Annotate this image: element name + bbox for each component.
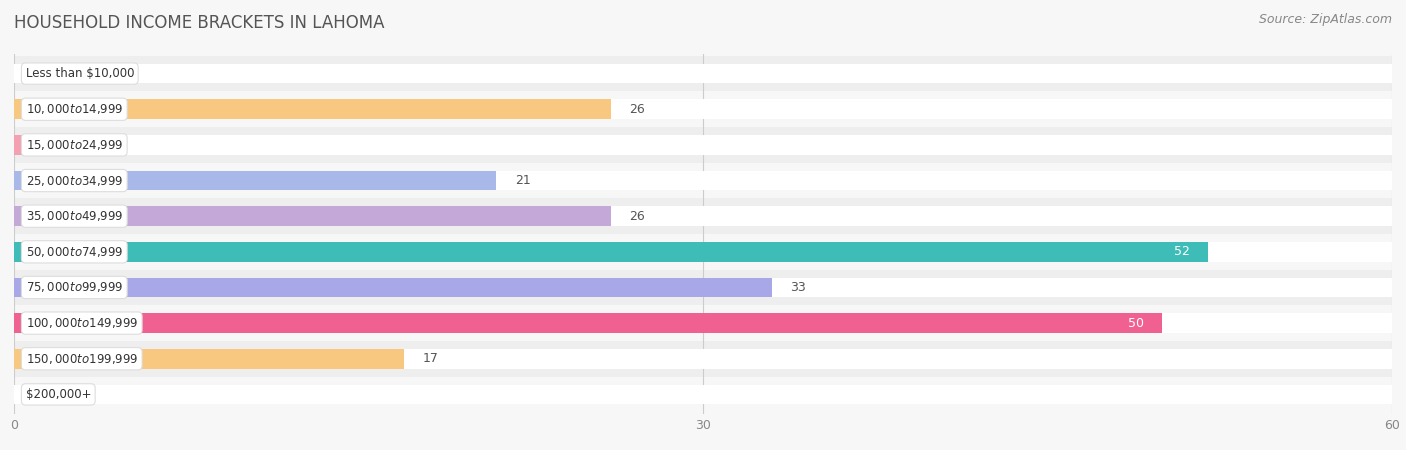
Text: $15,000 to $24,999: $15,000 to $24,999 — [25, 138, 122, 152]
Bar — [14, 313, 1163, 333]
Text: 0: 0 — [32, 388, 41, 401]
Text: 21: 21 — [515, 174, 530, 187]
Bar — [14, 385, 1392, 404]
Bar — [14, 207, 612, 226]
Text: $25,000 to $34,999: $25,000 to $34,999 — [25, 174, 122, 188]
Text: $75,000 to $99,999: $75,000 to $99,999 — [25, 280, 122, 294]
Text: 26: 26 — [630, 103, 645, 116]
Text: 52: 52 — [1174, 245, 1189, 258]
Bar — [14, 349, 405, 369]
Bar — [14, 242, 1208, 261]
Bar — [0, 234, 1406, 270]
Bar — [0, 56, 1406, 91]
Text: $100,000 to $149,999: $100,000 to $149,999 — [25, 316, 138, 330]
Text: $200,000+: $200,000+ — [25, 388, 91, 401]
Bar — [14, 207, 1392, 226]
Text: 1: 1 — [55, 139, 63, 151]
Text: HOUSEHOLD INCOME BRACKETS IN LAHOMA: HOUSEHOLD INCOME BRACKETS IN LAHOMA — [14, 14, 385, 32]
Text: $35,000 to $49,999: $35,000 to $49,999 — [25, 209, 122, 223]
Bar — [14, 242, 1392, 261]
Text: $50,000 to $74,999: $50,000 to $74,999 — [25, 245, 122, 259]
Bar — [14, 135, 1392, 155]
Bar — [14, 171, 496, 190]
Text: 26: 26 — [630, 210, 645, 223]
Bar — [0, 270, 1406, 305]
Text: 33: 33 — [790, 281, 806, 294]
Bar — [0, 341, 1406, 377]
Bar — [14, 135, 37, 155]
Text: Source: ZipAtlas.com: Source: ZipAtlas.com — [1258, 14, 1392, 27]
Bar — [0, 305, 1406, 341]
Bar — [14, 278, 772, 297]
Text: 0: 0 — [32, 67, 41, 80]
Text: $10,000 to $14,999: $10,000 to $14,999 — [25, 102, 122, 116]
Text: $150,000 to $199,999: $150,000 to $199,999 — [25, 352, 138, 366]
Bar — [0, 377, 1406, 412]
Bar — [14, 99, 1392, 119]
Bar — [14, 99, 612, 119]
Bar — [14, 64, 1392, 83]
Bar — [0, 127, 1406, 163]
Bar — [0, 163, 1406, 198]
Text: 17: 17 — [423, 352, 439, 365]
Bar — [0, 91, 1406, 127]
Bar — [14, 171, 1392, 190]
Bar — [0, 198, 1406, 234]
Bar — [14, 313, 1392, 333]
Bar — [14, 349, 1392, 369]
Text: Less than $10,000: Less than $10,000 — [25, 67, 134, 80]
Text: 50: 50 — [1128, 317, 1144, 329]
Bar — [14, 278, 1392, 297]
